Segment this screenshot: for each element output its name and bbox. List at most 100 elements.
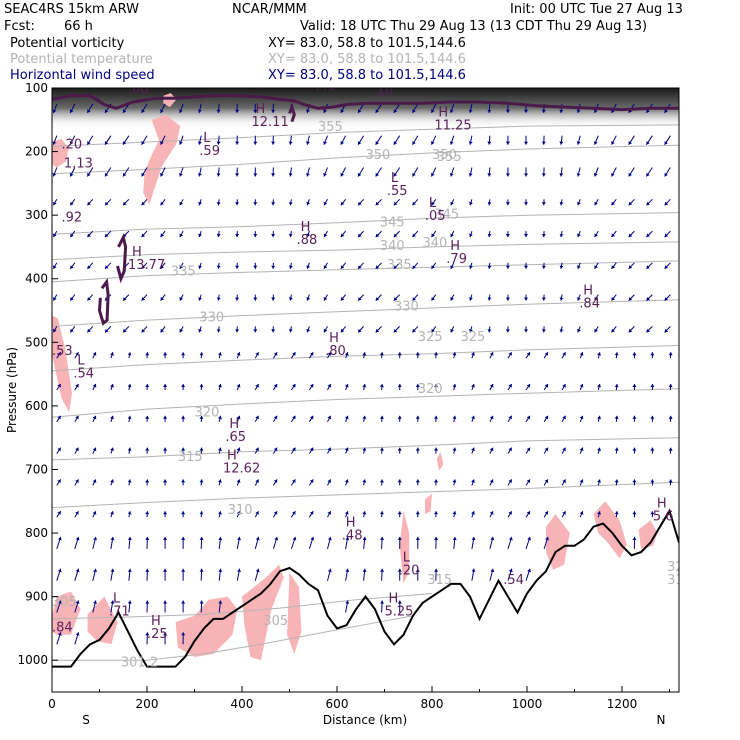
- wind-vector-head: [255, 352, 259, 356]
- wind-vector-head: [415, 415, 420, 419]
- wind-vector-head: [632, 511, 637, 515]
- wind-vector-head: [309, 511, 314, 515]
- wind-vector-head: [362, 384, 367, 388]
- wind-vector-head: [288, 202, 293, 206]
- wind-vector-head: [273, 352, 278, 356]
- theta-isentrope: [52, 299, 679, 327]
- wind-vector-head: [216, 297, 221, 301]
- y-axis-title: Pressure (hPa): [5, 347, 19, 433]
- x-axis-title: Distance (km): [323, 713, 407, 727]
- wind-vector-head: [452, 352, 457, 356]
- wind-vector-head: [375, 297, 380, 301]
- wind-vector-head: [236, 479, 241, 483]
- wind-vector-head: [412, 297, 416, 301]
- wind-vector-head: [434, 536, 439, 540]
- wind-vector-head: [145, 415, 150, 419]
- wind-vector-head: [628, 201, 633, 206]
- wind-vector-head: [127, 511, 132, 515]
- wind-vector-head: [145, 511, 150, 515]
- y-tick-label: 800: [25, 526, 48, 540]
- wind-vector-head: [358, 201, 362, 206]
- theta-label: 320: [195, 406, 220, 421]
- wind-vector-head: [292, 536, 297, 541]
- wind-vector-head: [145, 384, 150, 388]
- extremum-letter: H: [389, 592, 399, 607]
- wind-vector-head: [340, 233, 345, 238]
- wind-vector-head: [198, 201, 202, 206]
- wind-vector-head: [632, 415, 637, 419]
- wind-vector-head: [358, 328, 362, 333]
- theta-label: 340: [380, 239, 405, 254]
- pv-contour: [288, 102, 296, 123]
- wind-vector-head: [412, 265, 416, 269]
- wind-vector-head: [469, 297, 473, 301]
- wind-vector-head: [69, 172, 74, 177]
- wind-vector-head: [110, 352, 114, 356]
- wind-vector-head: [646, 265, 650, 269]
- wind-vector-head: [379, 352, 384, 356]
- wind-vector-head: [668, 384, 673, 388]
- wind-vector-head: [306, 233, 311, 238]
- wind-vector-head: [562, 479, 566, 483]
- wind-vector-head: [646, 201, 650, 206]
- wind-vector-head: [93, 536, 97, 541]
- wind-vector-head: [273, 479, 278, 483]
- wind-vector-head: [646, 141, 650, 145]
- wind-vector-head: [449, 173, 454, 177]
- wind-vector-head: [614, 415, 619, 419]
- wind-vector-head: [69, 109, 74, 113]
- extremum-value: .54: [73, 366, 94, 381]
- wind-vector-head: [160, 265, 164, 269]
- wind-vector-head: [397, 536, 402, 540]
- wind-vector-head: [434, 384, 438, 388]
- wind-vector-head: [397, 384, 402, 387]
- wind-vector-head: [594, 233, 598, 238]
- extremum-letter: H: [657, 496, 667, 511]
- x-left-end-label: S: [82, 713, 90, 727]
- wind-vector-head: [576, 173, 581, 177]
- wind-vector-head: [562, 511, 566, 515]
- theta-isentrope: [52, 615, 414, 661]
- wind-vector-head: [181, 352, 186, 356]
- wind-vector-head: [160, 141, 164, 145]
- wind-vector-head: [628, 265, 633, 269]
- wind-vector-head: [362, 352, 367, 356]
- theta-label: 310: [228, 503, 253, 518]
- wind-vector-head: [53, 265, 57, 269]
- wind-vector-head: [271, 297, 276, 301]
- x-tick-label: 800: [421, 697, 444, 711]
- wind-vector-head: [434, 511, 438, 515]
- wind-vector-head: [218, 479, 222, 483]
- wind-vector-head: [646, 172, 650, 177]
- wind-vector-head: [163, 415, 168, 419]
- wind-vector-head: [110, 536, 115, 541]
- wind-vector-head: [469, 329, 473, 333]
- wind-vector-head: [397, 352, 402, 356]
- theta-label: 350: [366, 148, 391, 163]
- wind-vector-head: [70, 201, 74, 206]
- wind-vector-head: [664, 201, 669, 206]
- wind-vector-head: [412, 201, 416, 206]
- wind-vector-head: [123, 109, 127, 113]
- theta-isentrope: [52, 124, 679, 147]
- theta-isentrope: [52, 260, 679, 283]
- wind-vector-head: [323, 201, 328, 206]
- wind-vector-head: [198, 297, 202, 301]
- wind-vector-head: [489, 415, 494, 420]
- wind-vector-head: [541, 329, 546, 333]
- wind-vector-head: [357, 141, 362, 145]
- wind-vector-head: [271, 234, 276, 238]
- extremum-value: 12.62: [223, 462, 260, 477]
- wind-vector-head: [141, 109, 145, 113]
- wind-vector-head: [53, 297, 57, 301]
- extremum-value: .71: [109, 605, 130, 620]
- wind-vector-head: [87, 141, 91, 145]
- theta-label: 355: [437, 150, 462, 165]
- wind-vector-head: [181, 511, 186, 515]
- wind-vector-head: [611, 172, 615, 177]
- wind-vector-head: [110, 479, 114, 483]
- theta-isentrope: [52, 437, 679, 461]
- org-label: NCAR/MMM: [232, 2, 307, 17]
- wind-vector-head: [559, 329, 564, 333]
- wind-vector-head: [393, 201, 398, 206]
